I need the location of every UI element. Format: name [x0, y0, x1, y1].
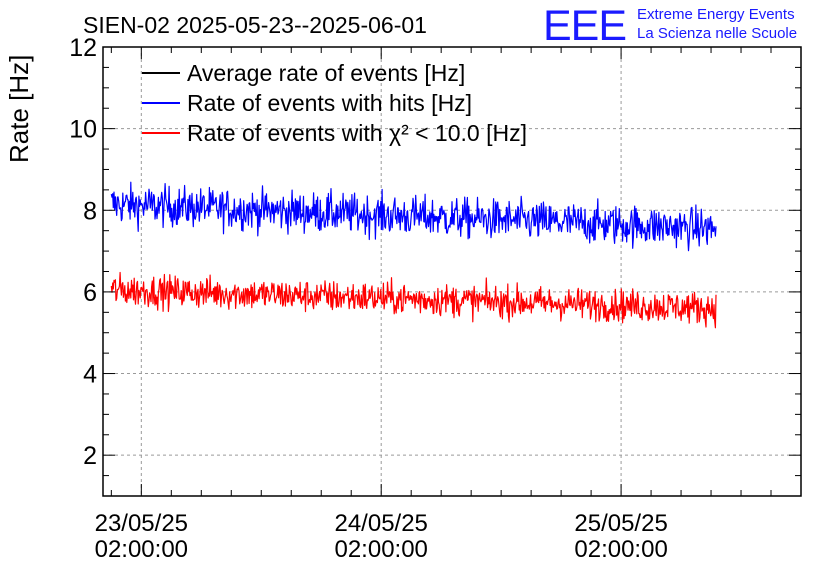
x-tick-labels: 23/05/2502:00:0024/05/2502:00:0025/05/25…: [95, 510, 668, 563]
x-tick-label-time: 02:00:00: [334, 536, 427, 563]
eee-logo-mark: EEE: [543, 2, 626, 50]
y-tick-label: 12: [69, 34, 97, 62]
chart-title: SIEN-02 2025-05-23--2025-06-01: [83, 12, 427, 38]
y-tick-label: 10: [69, 116, 97, 144]
series-group: [110, 181, 717, 329]
y-axis-title: Rate [Hz]: [4, 55, 34, 163]
legend-label-0: Average rate of events [Hz]: [187, 60, 465, 86]
y-tick-label: 2: [83, 442, 97, 470]
y-tick-labels: 2 4 6 8 10 12: [69, 34, 97, 470]
eee-logo-line1: Extreme Energy Events: [637, 6, 795, 23]
y-tick-label: 8: [83, 197, 97, 225]
x-tick-label-date: 25/05/25: [574, 510, 667, 537]
eee-logo-line2: La Scienza nelle Scuole: [637, 25, 797, 42]
y-tick-label: 6: [83, 279, 97, 307]
x-tick-label-time: 02:00:00: [574, 536, 667, 563]
legend-label-1: Rate of events with hits [Hz]: [187, 90, 472, 116]
series-line-2: [110, 271, 717, 329]
x-tick-label-date: 24/05/25: [334, 510, 427, 537]
legend: Average rate of events [Hz] Rate of event…: [142, 60, 527, 146]
legend-label-2: Rate of events with χ² < 10.0 [Hz]: [187, 120, 527, 146]
eee-logo: EEE Extreme Energy Events La Scienza nel…: [543, 2, 797, 50]
x-tick-label-time: 02:00:00: [95, 536, 188, 563]
series-line-1: [110, 181, 717, 252]
x-tick-label-date: 23/05/25: [95, 510, 188, 537]
axis-ticks: [103, 46, 802, 497]
y-tick-label: 4: [83, 361, 97, 389]
